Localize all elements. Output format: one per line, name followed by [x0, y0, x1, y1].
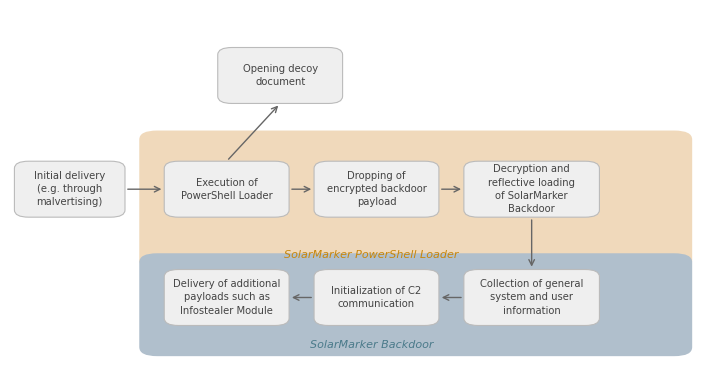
Text: Execution of
PowerShell Loader: Execution of PowerShell Loader: [181, 177, 272, 201]
FancyBboxPatch shape: [15, 161, 125, 217]
Text: Opening decoy
document: Opening decoy document: [242, 64, 317, 87]
FancyBboxPatch shape: [464, 161, 599, 217]
Text: Collection of general
system and user
information: Collection of general system and user in…: [480, 279, 583, 316]
Text: Initialization of C2
communication: Initialization of C2 communication: [331, 286, 422, 309]
Text: Delivery of additional
payloads such as
Infostealer Module: Delivery of additional payloads such as …: [173, 279, 280, 316]
FancyBboxPatch shape: [314, 269, 439, 325]
FancyBboxPatch shape: [464, 269, 599, 325]
Text: Dropping of
encrypted backdoor
payload: Dropping of encrypted backdoor payload: [327, 171, 427, 207]
Text: Decryption and
reflective loading
of SolarMarker
Backdoor: Decryption and reflective loading of Sol…: [488, 165, 575, 214]
Text: SolarMarker Backdoor: SolarMarker Backdoor: [309, 340, 433, 350]
FancyBboxPatch shape: [165, 269, 289, 325]
FancyBboxPatch shape: [218, 48, 343, 103]
Text: Initial delivery
(e.g. through
malvertising): Initial delivery (e.g. through malvertis…: [34, 171, 106, 207]
FancyBboxPatch shape: [139, 253, 692, 356]
FancyBboxPatch shape: [165, 161, 289, 217]
FancyBboxPatch shape: [139, 131, 692, 269]
FancyBboxPatch shape: [314, 161, 439, 217]
Text: SolarMarker PowerShell Loader: SolarMarker PowerShell Loader: [284, 250, 459, 261]
